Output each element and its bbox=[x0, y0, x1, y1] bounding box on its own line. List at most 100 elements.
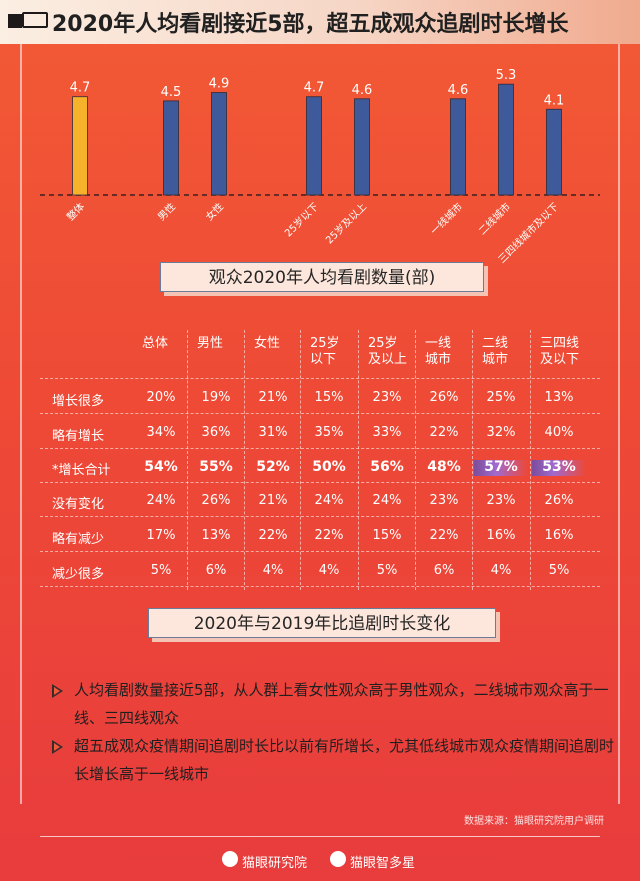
maoyan-cat-logo-icon bbox=[222, 851, 238, 867]
table-cell: 20% bbox=[146, 390, 176, 405]
table-cell: 4% bbox=[262, 563, 284, 578]
column-divider bbox=[472, 330, 473, 590]
table-cell: 13% bbox=[201, 528, 231, 543]
table-cell: 13% bbox=[544, 390, 574, 405]
maoyan-zhiduoxing-logo-icon bbox=[330, 851, 346, 867]
table-cell: 23% bbox=[429, 493, 459, 508]
table-cell: 6% bbox=[433, 563, 455, 578]
table-cell: 57% bbox=[484, 459, 518, 475]
table-cell: 4% bbox=[318, 563, 340, 578]
column-divider bbox=[358, 330, 359, 590]
table-cell: 50% bbox=[312, 459, 346, 475]
table-cell: 52% bbox=[256, 459, 290, 475]
table-cell: 22% bbox=[429, 528, 459, 543]
table-cell: 19% bbox=[201, 390, 231, 405]
table-cell: 24% bbox=[314, 493, 344, 508]
table-cell: 34% bbox=[146, 425, 176, 440]
table-cell: 22% bbox=[258, 528, 288, 543]
table-cell: 25% bbox=[486, 390, 516, 405]
bar-5 bbox=[450, 98, 466, 196]
row-divider bbox=[40, 448, 600, 449]
table-cell: 21% bbox=[258, 493, 288, 508]
table-cell: 16% bbox=[544, 528, 574, 543]
table-cell: 15% bbox=[372, 528, 402, 543]
bullet-triangle-inner-icon bbox=[54, 743, 60, 751]
table-cell: 36% bbox=[201, 425, 231, 440]
row-label-4: 略有减少 bbox=[52, 532, 105, 547]
note-1: 人均看剧数量接近5部，从人群上看女性观众高于男性观众，二线城市观众高于一线、三四… bbox=[74, 681, 609, 727]
footer-brand-left: 猫眼研究院 bbox=[242, 856, 308, 871]
table-cell: 22% bbox=[314, 528, 344, 543]
column-divider bbox=[187, 330, 188, 590]
column-header-6: 二线 城市 bbox=[482, 336, 509, 367]
value-label-2: 4.9 bbox=[209, 77, 230, 92]
row-divider bbox=[40, 413, 600, 414]
chart-title: 观众2020年人均看剧数量(部) bbox=[160, 262, 484, 292]
column-header-2: 女性 bbox=[254, 336, 281, 351]
table-title: 2020年与2019年比追剧时长变化 bbox=[148, 608, 496, 638]
row-label-0: 增长很多 bbox=[52, 394, 105, 409]
category-label-4: 25岁及以上 bbox=[323, 200, 369, 246]
left-rail bbox=[20, 44, 22, 804]
header-divider bbox=[40, 378, 600, 379]
page-title: 2020年人均看剧接近5部，超五成观众追剧时长增长 bbox=[52, 12, 569, 37]
column-header-1: 男性 bbox=[197, 336, 224, 351]
highlight-bar bbox=[532, 460, 586, 476]
category-label-6: 二线城市 bbox=[476, 200, 513, 237]
value-label-3: 4.7 bbox=[304, 81, 325, 96]
row-divider bbox=[40, 516, 600, 517]
column-divider bbox=[530, 330, 531, 590]
bar-6 bbox=[498, 83, 514, 196]
value-label-5: 4.6 bbox=[448, 83, 469, 98]
table-cell: 26% bbox=[201, 493, 231, 508]
category-label-2: 女性 bbox=[203, 200, 226, 223]
value-label-6: 5.3 bbox=[496, 68, 517, 83]
column-header-7: 三四线 及以下 bbox=[540, 336, 580, 367]
row-label-1: 略有增长 bbox=[52, 429, 105, 444]
table-cell: 26% bbox=[544, 493, 574, 508]
bar-3 bbox=[306, 96, 322, 196]
row-divider bbox=[40, 586, 600, 587]
footer-divider bbox=[40, 836, 600, 837]
highlight-bar bbox=[474, 460, 528, 476]
table-cell: 17% bbox=[146, 528, 176, 543]
value-label-4: 4.6 bbox=[352, 83, 373, 98]
table-cell: 32% bbox=[486, 425, 516, 440]
table-cell: 56% bbox=[370, 459, 404, 475]
bar-2 bbox=[211, 92, 227, 196]
footer-brand-right: 猫眼智多星 bbox=[350, 856, 416, 871]
column-divider bbox=[300, 330, 301, 590]
table-cell: 5% bbox=[376, 563, 398, 578]
column-header-0: 总体 bbox=[142, 336, 169, 351]
table-cell: 16% bbox=[486, 528, 516, 543]
column-divider bbox=[415, 330, 416, 590]
table-cell: 15% bbox=[314, 390, 344, 405]
data-source: 数据来源：猫眼研究院用户调研 bbox=[464, 816, 604, 827]
bullet-triangle-inner-icon bbox=[54, 687, 60, 695]
table-cell: 5% bbox=[548, 563, 570, 578]
category-label-5: 一线城市 bbox=[428, 200, 465, 237]
bar-1 bbox=[163, 100, 179, 196]
row-label-2: *增长合计 bbox=[52, 463, 111, 478]
table-cell: 24% bbox=[146, 493, 176, 508]
table-cell: 4% bbox=[490, 563, 512, 578]
row-divider bbox=[40, 551, 600, 552]
header-mark-icon bbox=[8, 14, 22, 28]
category-label-0: 整体 bbox=[64, 200, 87, 223]
value-label-7: 4.1 bbox=[544, 93, 565, 108]
table-cell: 24% bbox=[372, 493, 402, 508]
table-cell: 54% bbox=[144, 459, 178, 475]
column-divider bbox=[244, 330, 245, 590]
right-rail bbox=[618, 44, 620, 804]
table-cell: 33% bbox=[372, 425, 402, 440]
bar-7 bbox=[546, 108, 562, 196]
row-label-3: 没有变化 bbox=[52, 497, 105, 512]
bar-chart: 4.7 整体 4.5 男性 4.9 女性 4.7 25岁以下 4.6 25岁及以上 4.6 一线城市 5… bbox=[40, 68, 600, 266]
bar-4 bbox=[354, 98, 370, 196]
value-label-1: 4.5 bbox=[161, 85, 182, 100]
table-cell: 35% bbox=[314, 425, 344, 440]
category-label-1: 男性 bbox=[155, 200, 178, 223]
header-outline-icon bbox=[22, 12, 48, 28]
note-2: 超五成观众疫情期间追剧时长比以前有所增长，尤其低线城市观众疫情期间追剧时长增长高… bbox=[74, 737, 615, 783]
table-cell: 55% bbox=[199, 459, 233, 475]
